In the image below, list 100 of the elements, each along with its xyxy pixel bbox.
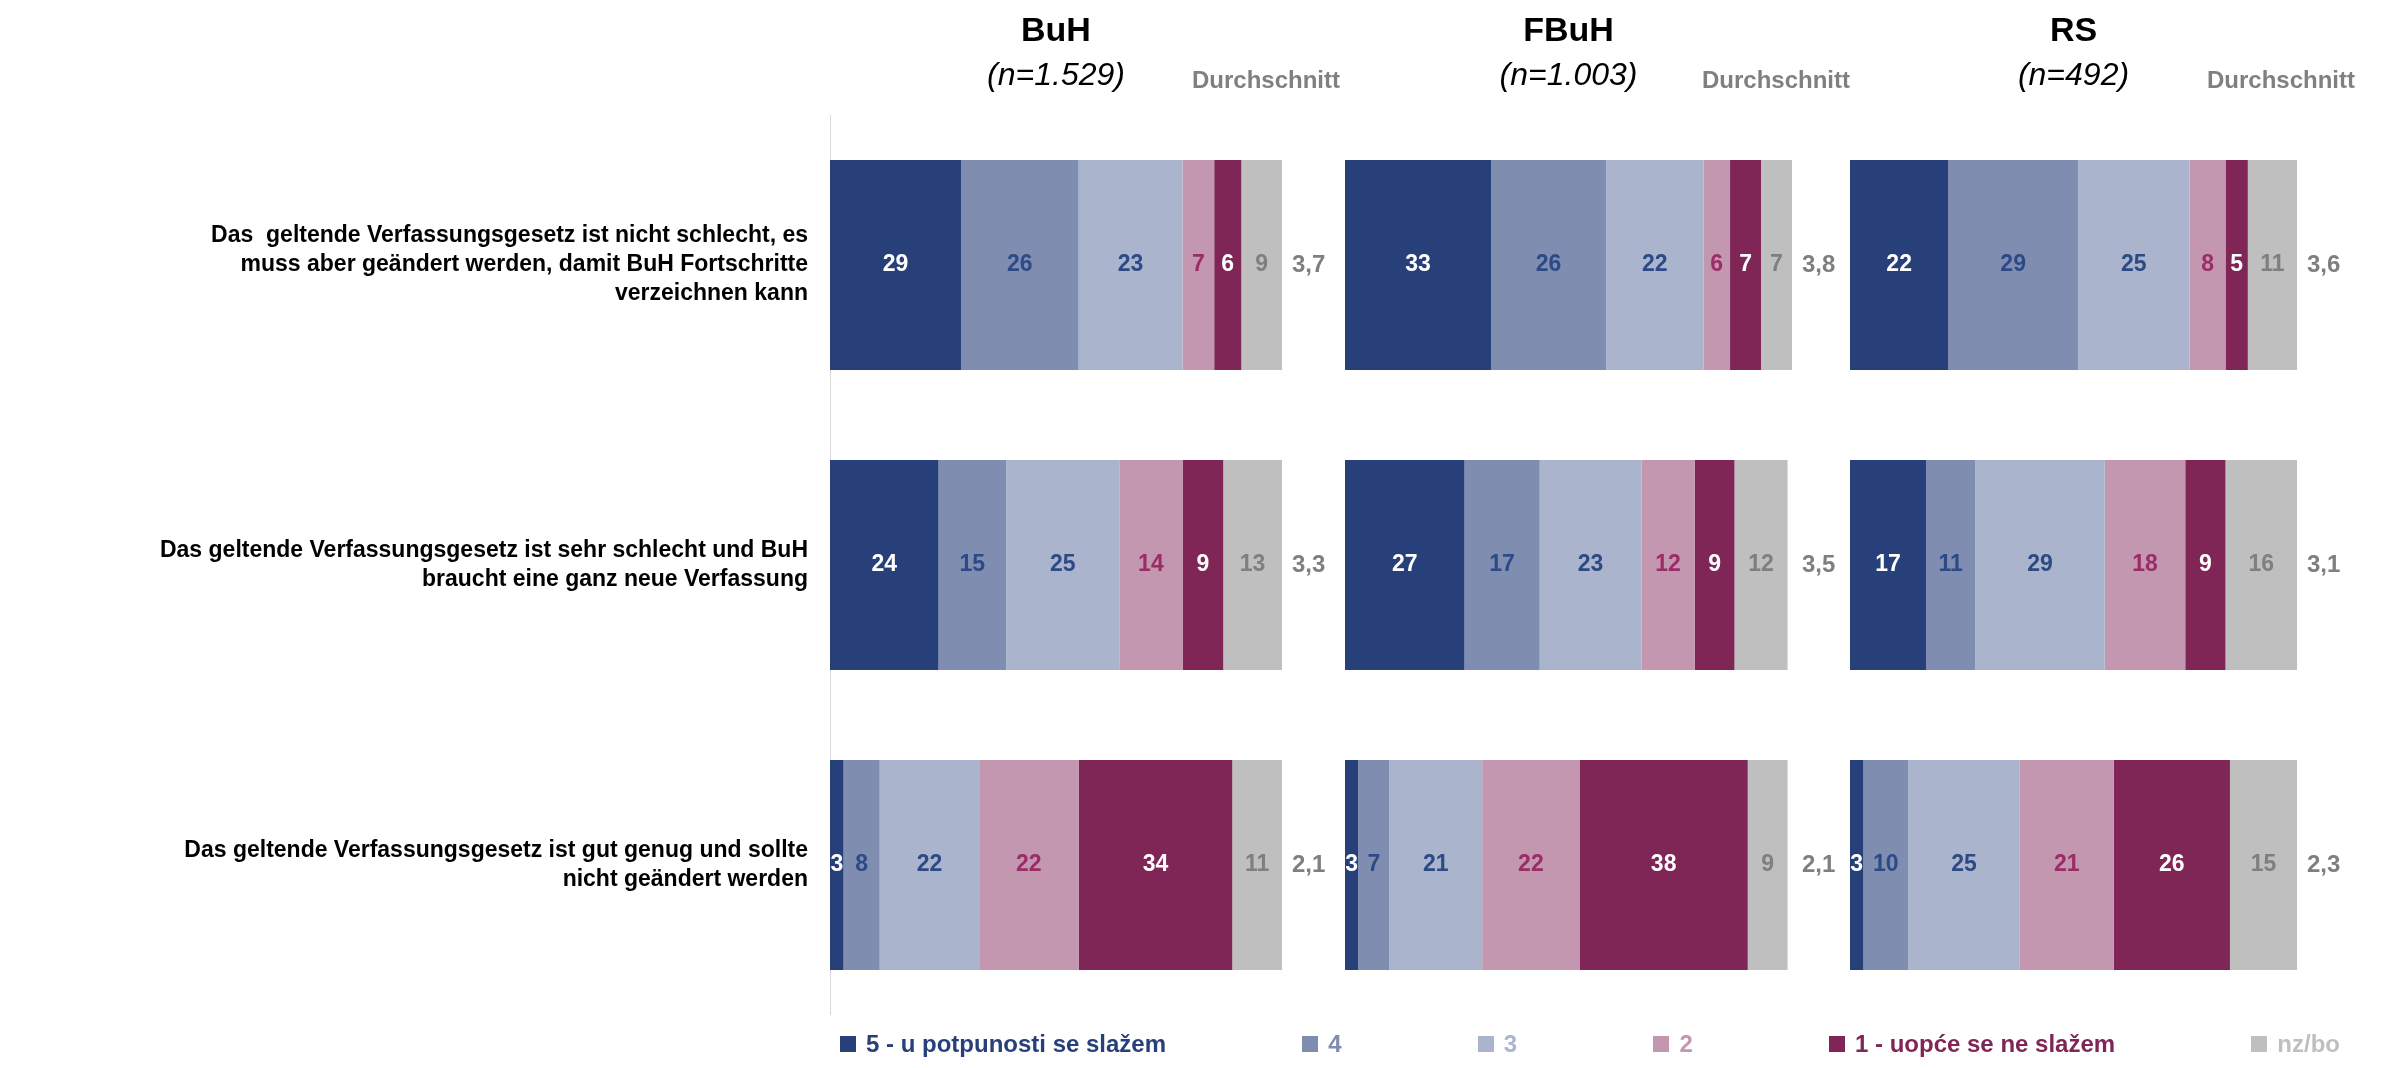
bar [1579, 760, 1748, 970]
y-tick-label: Das geltende Verfassungsgesetz ist gut genug und sollte nicht geändert werden [184, 835, 808, 891]
data-label: 5 [2230, 250, 2244, 277]
data-label: 11 [1938, 550, 1963, 577]
bar [1948, 160, 2078, 370]
data-label: 29 [882, 250, 909, 277]
legend-label: 4 [1327, 1030, 1342, 1058]
data-label: 3 [830, 850, 844, 877]
bar [1464, 460, 1540, 670]
bar [1641, 460, 1695, 670]
legend-label: 5 - u potpunosti se slažem [865, 1030, 1167, 1058]
bar [1606, 160, 1704, 370]
y-tick-label: Das geltende Verfassungsgesetz ist nicht schlecht, es muss aber geändert werden, damit BuH Fortschritte verzeichnen kann [211, 221, 808, 306]
data-label: 8 [855, 850, 869, 877]
data-label: 6 [1221, 250, 1235, 277]
text: 3,3 [1292, 549, 1326, 577]
bar [1925, 460, 1976, 670]
bar [1223, 460, 1282, 670]
data-label: 7 [1191, 250, 1205, 277]
bar [830, 760, 844, 970]
bar [2113, 760, 2230, 970]
y-tick-label: Das geltende Verfassungsgesetz ist sehr schlecht und BuH braucht eine ganz neue Verfassung [159, 535, 808, 591]
data-label: 21 [1422, 850, 1449, 877]
data-label: 6 [1710, 250, 1724, 277]
data-label: 12 [1655, 550, 1681, 577]
data-label: 29 [2000, 250, 2026, 277]
bar [1863, 760, 1909, 970]
data-label: 21 [2054, 850, 2080, 877]
text: 3,5 [1802, 549, 1836, 577]
bar [1491, 160, 1607, 370]
legend-label: nz/bo [2276, 1030, 2340, 1058]
bar [2225, 160, 2248, 370]
chart-subtitle: (n=492) [2017, 56, 2130, 92]
data-label: 25 [2121, 250, 2147, 277]
data-label: 9 [2198, 550, 2212, 577]
bar [1119, 460, 1183, 670]
bar [1730, 160, 1762, 370]
bar [2229, 760, 2297, 970]
bar [1975, 460, 2105, 670]
data-label: 25 [1049, 550, 1076, 577]
data-label: 7 [1770, 250, 1783, 277]
text: 3,7 [1292, 249, 1326, 277]
bar [1761, 160, 1792, 370]
data-label: 22 [916, 850, 943, 877]
bar [2077, 160, 2190, 370]
bar [2185, 460, 2226, 670]
bar [879, 760, 980, 970]
bar [938, 460, 1007, 670]
bar [830, 160, 962, 370]
chart-subtitle: (n=1.003) [1499, 56, 1638, 92]
bar [1345, 760, 1359, 970]
bar [2104, 460, 2186, 670]
bar [2189, 160, 2226, 370]
bar [830, 460, 939, 670]
data-label: 13 [1239, 550, 1266, 577]
text: 2,3 [2307, 849, 2341, 877]
data-label: 7 [1367, 850, 1381, 877]
text: 3,8 [1802, 249, 1836, 277]
data-label: 27 [1391, 550, 1418, 577]
data-label: 9 [1761, 850, 1775, 877]
data-label: 34 [1142, 850, 1169, 877]
data-label: 15 [959, 550, 986, 577]
data-label: 23 [1117, 250, 1144, 277]
data-label: 26 [1535, 250, 1562, 277]
data-label: 17 [1489, 550, 1515, 577]
bar [1703, 160, 1731, 370]
text: 2,1 [1292, 849, 1326, 877]
bar [1006, 460, 1120, 670]
bar [1850, 460, 1926, 670]
data-label: 23 [1577, 550, 1604, 577]
data-label: 9 [1196, 550, 1210, 577]
data-label: 24 [871, 550, 898, 577]
data-label: 7 [1739, 250, 1752, 277]
data-label: 26 [1007, 250, 1033, 277]
text: 2,1 [1802, 849, 1836, 877]
text: Durchschnitt [2206, 66, 2355, 94]
legend-label: 2 [1678, 1030, 1693, 1058]
data-label: 22 [1518, 850, 1544, 877]
bar [1078, 160, 1183, 370]
data-label: 33 [1405, 250, 1431, 277]
bar [1734, 460, 1788, 670]
chart-title: RS [2048, 10, 2099, 49]
data-label: 15 [2250, 850, 2277, 877]
bar [1850, 760, 1864, 970]
data-label: 22 [1886, 250, 1912, 277]
text: Durchschnitt [1701, 66, 1850, 94]
data-label: 17 [1875, 550, 1901, 577]
bar [961, 160, 1079, 370]
bar [1182, 460, 1224, 670]
data-label: 3 [1345, 850, 1359, 877]
data-label: 38 [1650, 850, 1677, 877]
data-label: 11 [1244, 850, 1270, 877]
data-label: 18 [2132, 550, 2159, 577]
bar [1078, 760, 1233, 970]
bar [1214, 160, 1242, 370]
data-label: 11 [2260, 250, 2285, 277]
bar [1389, 760, 1483, 970]
bar [1908, 760, 2020, 970]
data-label: 29 [2027, 550, 2053, 577]
bar [1182, 160, 1215, 370]
